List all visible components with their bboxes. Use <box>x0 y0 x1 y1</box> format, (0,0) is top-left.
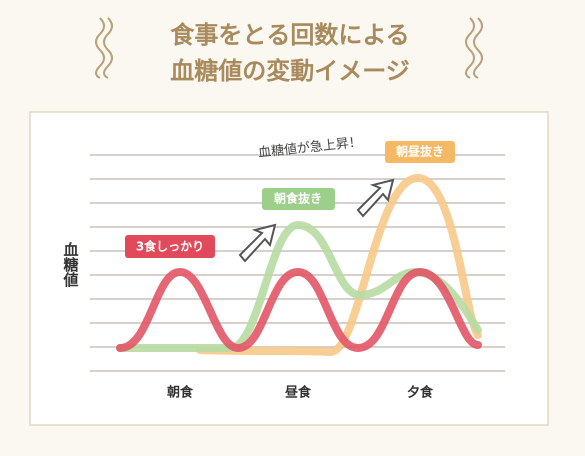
curve-orange <box>196 174 482 356</box>
series-label: 朝食抜き <box>274 191 322 206</box>
x-label: 昼食 <box>285 385 312 401</box>
x-label: 夕食 <box>407 385 434 401</box>
wave-deco <box>95 17 113 79</box>
series-label: 朝昼抜き <box>396 144 444 159</box>
series-label: 3食しっかり <box>136 239 204 254</box>
label-box <box>125 235 215 258</box>
arrow <box>238 223 277 263</box>
label-box <box>262 188 335 210</box>
y-label: 血糖値 <box>62 241 80 288</box>
x-label: 朝食 <box>167 385 194 401</box>
chart-frame <box>29 111 549 426</box>
arrow <box>356 178 395 218</box>
curve-red <box>116 268 482 352</box>
title-line: 食事をとる回数による <box>170 21 409 49</box>
wave-deco <box>465 17 483 79</box>
label-box <box>385 141 455 163</box>
title-line: 血糖値の変動イメージ <box>170 57 410 85</box>
